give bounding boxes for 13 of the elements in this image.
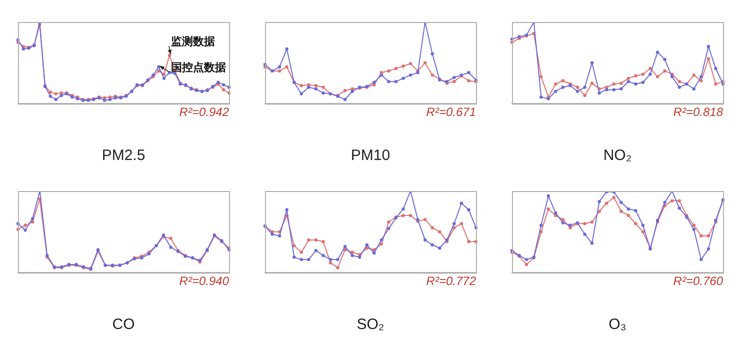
text: R²=0.942 bbox=[179, 104, 230, 119]
series-label: 监测数据 bbox=[171, 34, 215, 48]
text: R²=0.671 bbox=[426, 104, 476, 119]
text: R²=0.760 bbox=[673, 274, 724, 288]
text: PM2.5 bbox=[102, 147, 146, 164]
text: R²=0.818 bbox=[673, 104, 724, 119]
text: PM10 bbox=[350, 147, 390, 164]
text: SO₂ bbox=[356, 316, 384, 334]
text: R²=0.772 bbox=[426, 274, 476, 288]
text: R²=0.940 bbox=[179, 274, 230, 288]
text: CO bbox=[112, 316, 135, 334]
text: NO₂ bbox=[603, 147, 632, 164]
text: O₃ bbox=[608, 316, 626, 334]
